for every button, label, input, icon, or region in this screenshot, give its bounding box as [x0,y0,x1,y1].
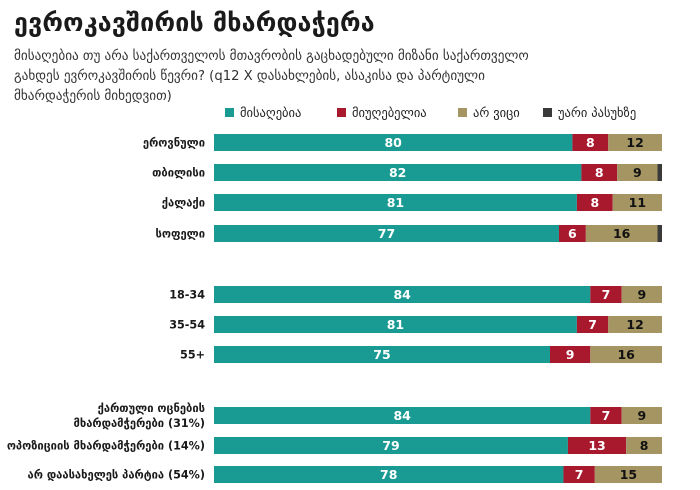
bar-segment-dont-know [608,134,662,151]
value-label-unacceptable: 9 [566,347,575,362]
category-label: თბილისი [152,167,205,180]
bar-segment-acceptable [214,316,577,333]
bar-segment-acceptable [214,286,591,303]
category-label: 35-54 [169,319,205,332]
category-label-line: თბილისი [152,167,205,180]
legend-swatch-acceptable [225,108,234,117]
bar-segment-dont-know [617,164,658,181]
value-label-acceptable: 84 [393,287,411,302]
value-label-acceptable: 77 [378,226,395,241]
value-label-unacceptable: 8 [586,135,595,150]
bar-segment-acceptable [214,407,591,424]
legend-label-refuse: უარი პასუხზე [558,105,637,120]
bar-segment-unacceptable [563,466,595,483]
value-label-unacceptable: 7 [575,467,584,482]
category-label-line: ეროვნული [143,137,205,150]
bar-segment-unacceptable [572,134,609,151]
category-label: სოფელი [155,228,205,241]
bar-segment-unacceptable [558,225,586,242]
category-label-line: 18-34 [169,289,205,302]
category-label-line: 35-54 [169,319,205,332]
category-label: ქართული ოცნების მხარდამჭერები (31%) [74,402,205,430]
legend-label-unacceptable: მიუღებელია [352,105,427,120]
bar-segment-dont-know [608,316,662,333]
legend-swatch-dont-know [458,108,467,117]
value-label-unacceptable: 7 [602,408,611,423]
bar-segment-acceptable [214,437,568,454]
value-label-unacceptable: 8 [595,165,604,180]
bar-segment-refuse [657,225,662,242]
value-label-acceptable: 80 [384,135,402,150]
legend-item-refuse: უარი პასუხზე [543,105,636,120]
value-label-dont-know: 12 [626,317,643,332]
legend-item-unacceptable: მიუღებელია [337,105,427,120]
bar-segment-unacceptable [576,194,613,211]
bar-segment-dont-know [621,286,662,303]
category-label-line: სოფელი [155,228,205,241]
bar-segment-acceptable [214,194,577,211]
legend-swatch-refuse [543,108,552,117]
bar-segment-unacceptable [550,346,591,363]
value-label-acceptable: 79 [382,438,399,453]
category-label: ოპოზიციის მხარდამჭერები (14%) [7,440,205,453]
value-label-unacceptable: 8 [590,195,599,210]
bar-segment-dont-know [621,407,662,424]
category-label: 55+ [180,349,205,362]
bar-segment-unacceptable [581,164,618,181]
bar-segment-acceptable [214,346,550,363]
value-label-acceptable: 81 [387,195,404,210]
value-label-acceptable: 78 [380,467,397,482]
value-label-unacceptable: 13 [588,438,605,453]
bar-segment-refuse [657,164,662,181]
category-label-line: ქართული ოცნების [98,402,205,415]
bar-segment-unacceptable [576,316,609,333]
bar-segment-dont-know [585,225,658,242]
value-label-dont-know: 16 [617,347,635,362]
bar-segment-acceptable [214,164,582,181]
value-label-dont-know: 8 [640,438,649,453]
value-label-acceptable: 82 [389,165,406,180]
legend-label-dont-know: არ ვიცი [473,105,520,120]
value-label-unacceptable: 6 [568,226,577,241]
value-label-dont-know: 9 [637,408,646,423]
bar-segment-unacceptable [590,407,622,424]
bar-segment-acceptable [214,466,564,483]
category-label: ქალაქი [162,197,205,210]
bar-segment-acceptable [214,225,559,242]
value-label-dont-know: 9 [637,287,646,302]
value-label-acceptable: 84 [393,408,411,423]
category-label: ეროვნული [143,137,205,150]
bar-segment-dont-know [626,437,662,454]
category-label: 18-34 [169,289,205,302]
value-label-dont-know: 12 [626,135,643,150]
legend-item-dont-know: არ ვიცი [458,105,520,120]
bar-segment-unacceptable [590,286,622,303]
value-label-dont-know: 9 [633,165,642,180]
value-label-acceptable: 81 [387,317,404,332]
chart-title: ევროკავშირის მხარდაჭერა [14,8,375,37]
value-label-acceptable: 75 [373,347,390,362]
category-label-line: ოპოზიციის მხარდამჭერები (14%) [7,440,205,453]
category-label-line: 55+ [180,349,205,362]
bar-segment-acceptable [214,134,573,151]
chart-subtitle: მისაღებია თუ არა საქართველოს მთავრობის გ… [14,49,529,104]
legend-swatch-unacceptable [337,108,346,117]
value-label-dont-know: 11 [629,195,646,210]
bar-segment-dont-know [612,194,662,211]
value-label-dont-know: 15 [620,467,637,482]
category-label-line: მხარდამჭერები (31%) [74,417,205,430]
category-label-line: ქალაქი [162,197,205,210]
value-label-dont-know: 16 [613,226,631,241]
value-label-unacceptable: 7 [588,317,597,332]
legend-label-acceptable: მისაღებია [240,105,302,120]
bar-segment-dont-know [594,466,662,483]
value-label-unacceptable: 7 [602,287,611,302]
category-label: არ დაასახელეს პარტია (54%) [28,469,205,482]
legend-item-acceptable: მისაღებია [225,105,301,120]
category-label-line: არ დაასახელეს პარტია (54%) [28,469,205,482]
bar-segment-unacceptable [567,437,627,454]
bar-segment-dont-know [590,346,662,363]
